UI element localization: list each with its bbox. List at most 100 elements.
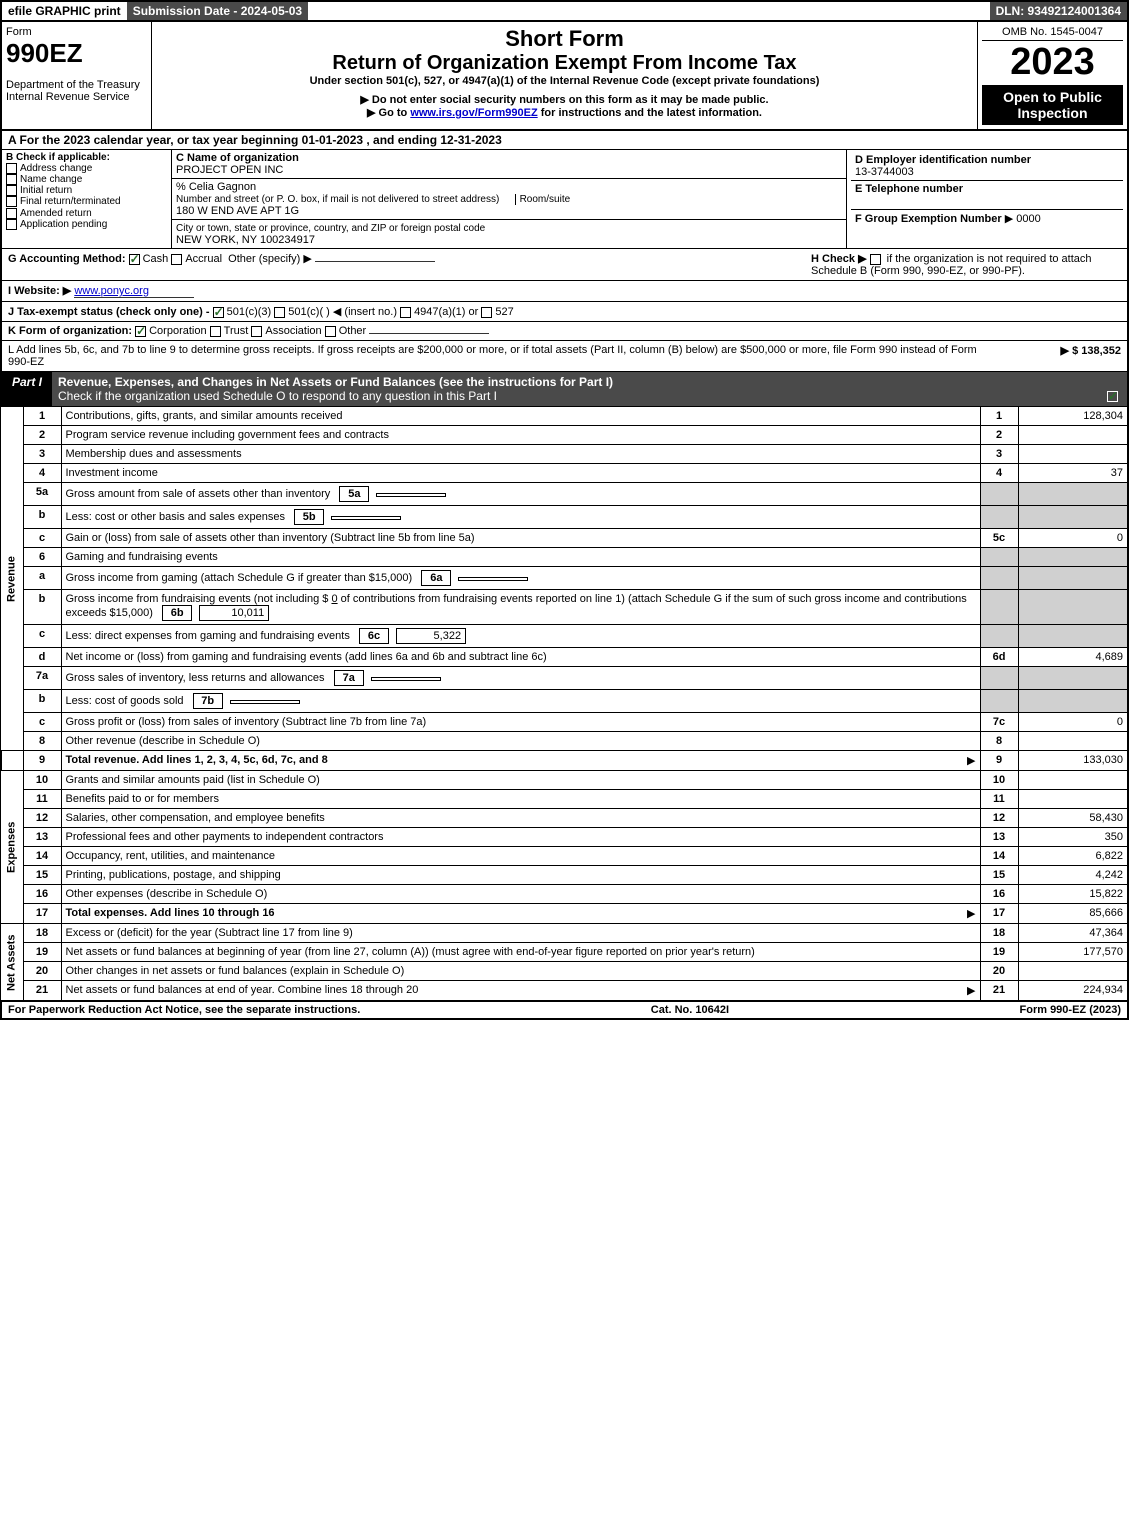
col-c: C Name of organization PROJECT OPEN INC … bbox=[172, 150, 847, 248]
row6a-il: 6a bbox=[421, 570, 451, 586]
col-b: B Check if applicable: Address change Na… bbox=[2, 150, 172, 248]
chk-assoc[interactable] bbox=[251, 326, 262, 337]
chk-schedule-o[interactable] bbox=[1107, 391, 1118, 402]
irs-link[interactable]: www.irs.gov/Form990EZ bbox=[410, 107, 537, 119]
year-col: OMB No. 1545-0047 2023 Open to Public In… bbox=[977, 22, 1127, 129]
other-method-input[interactable] bbox=[315, 261, 435, 262]
chk-accrual[interactable] bbox=[171, 254, 182, 265]
efile-label[interactable]: efile GRAPHIC print bbox=[2, 2, 127, 20]
ein-val: 13-3744003 bbox=[855, 166, 914, 178]
chk-application-pending[interactable] bbox=[6, 219, 17, 230]
chk-final-return[interactable] bbox=[6, 196, 17, 207]
b-label: B Check if applicable: bbox=[6, 152, 110, 163]
row14-num: 14 bbox=[23, 847, 61, 866]
row16-num: 16 bbox=[23, 885, 61, 904]
revenue-spacer bbox=[1, 751, 23, 771]
row4-text: Investment income bbox=[61, 464, 980, 483]
row7a-ln-shade bbox=[980, 667, 1018, 690]
chk-501c[interactable] bbox=[274, 307, 285, 318]
row13-amt: 350 bbox=[1018, 828, 1128, 847]
row12-num: 12 bbox=[23, 809, 61, 828]
opt-assoc: Association bbox=[265, 325, 321, 337]
l-text: L Add lines 5b, 6c, and 7b to line 9 to … bbox=[8, 344, 991, 368]
website-link[interactable]: www.ponyc.org bbox=[74, 285, 194, 298]
i-label: I Website: ▶ bbox=[8, 285, 71, 297]
part1-title: Revenue, Expenses, and Changes in Net As… bbox=[52, 372, 1127, 406]
row5a-il: 5a bbox=[339, 486, 369, 502]
row6d-amt: 4,689 bbox=[1018, 648, 1128, 667]
chk-amended-return[interactable] bbox=[6, 208, 17, 219]
org-name: PROJECT OPEN INC bbox=[176, 164, 283, 176]
row5b-num: b bbox=[23, 506, 61, 529]
footer-mid: Cat. No. 10642I bbox=[651, 1004, 729, 1016]
row5a-num: 5a bbox=[23, 483, 61, 506]
c-label: C Name of organization bbox=[176, 152, 299, 164]
line-l: L Add lines 5b, 6c, and 7b to line 9 to … bbox=[0, 341, 1129, 372]
other-org-input[interactable] bbox=[369, 333, 489, 334]
row18-amt: 47,364 bbox=[1018, 924, 1128, 943]
opt-other-org: Other bbox=[339, 325, 367, 337]
row14-ln: 14 bbox=[980, 847, 1018, 866]
row13-ln: 13 bbox=[980, 828, 1018, 847]
row10-amt bbox=[1018, 771, 1128, 790]
chk-527[interactable] bbox=[481, 307, 492, 318]
row19-ln: 19 bbox=[980, 943, 1018, 962]
chk-4947[interactable] bbox=[400, 307, 411, 318]
part1-sub: Check if the organization used Schedule … bbox=[58, 389, 497, 403]
row6c-amt-shade bbox=[1018, 625, 1128, 648]
chk-trust[interactable] bbox=[210, 326, 221, 337]
page-footer: For Paperwork Reduction Act Notice, see … bbox=[0, 1001, 1129, 1020]
row17-amt: 85,666 bbox=[1018, 904, 1128, 924]
care-of: % Celia Gagnon bbox=[176, 181, 256, 193]
row16-amt: 15,822 bbox=[1018, 885, 1128, 904]
f-label: F Group Exemption Number bbox=[855, 213, 1002, 225]
row6-amt-shade bbox=[1018, 548, 1128, 567]
row4-ln: 4 bbox=[980, 464, 1018, 483]
h-label: H Check ▶ bbox=[811, 253, 867, 265]
opt-final-return: Final return/terminated bbox=[20, 197, 121, 208]
row17-text: Total expenses. Add lines 10 through 16 … bbox=[61, 904, 980, 924]
footer-left: For Paperwork Reduction Act Notice, see … bbox=[8, 1004, 360, 1016]
street-label: Number and street (or P. O. box, if mail… bbox=[176, 194, 499, 205]
chk-initial-return[interactable] bbox=[6, 185, 17, 196]
row21-num: 21 bbox=[23, 981, 61, 1001]
chk-h[interactable] bbox=[870, 254, 881, 265]
d-label: D Employer identification number bbox=[855, 154, 1031, 166]
row5b-amt-shade bbox=[1018, 506, 1128, 529]
lines-table: Revenue 1 Contributions, gifts, grants, … bbox=[0, 406, 1129, 1001]
row5a-amt-shade bbox=[1018, 483, 1128, 506]
row14-amt: 6,822 bbox=[1018, 847, 1128, 866]
row4-amt: 37 bbox=[1018, 464, 1128, 483]
row11-num: 11 bbox=[23, 790, 61, 809]
row18-text: Excess or (deficit) for the year (Subtra… bbox=[61, 924, 980, 943]
row8-num: 8 bbox=[23, 732, 61, 751]
chk-address-change[interactable] bbox=[6, 163, 17, 174]
row4-num: 4 bbox=[23, 464, 61, 483]
row5a-ia bbox=[376, 493, 446, 497]
row7c-num: c bbox=[23, 713, 61, 732]
row6c-text: Less: direct expenses from gaming and fu… bbox=[61, 625, 980, 648]
chk-other-org[interactable] bbox=[325, 326, 336, 337]
row18-num: 18 bbox=[23, 924, 61, 943]
j-label: J Tax-exempt status (check only one) - bbox=[8, 306, 210, 318]
opt-4947: 4947(a)(1) or bbox=[414, 306, 478, 318]
row6c-il: 6c bbox=[359, 628, 389, 644]
row18-ln: 18 bbox=[980, 924, 1018, 943]
opt-corp: Corporation bbox=[149, 325, 206, 337]
chk-501c3[interactable] bbox=[213, 307, 224, 318]
row10-text: Grants and similar amounts paid (list in… bbox=[61, 771, 980, 790]
opt-501c: 501(c)( ) ◀ (insert no.) bbox=[288, 306, 397, 318]
row21-text: Net assets or fund balances at end of ye… bbox=[61, 981, 980, 1001]
opt-501c3: 501(c)(3) bbox=[227, 306, 272, 318]
chk-cash[interactable] bbox=[129, 254, 140, 265]
city-label: City or town, state or province, country… bbox=[176, 223, 485, 234]
chk-name-change[interactable] bbox=[6, 174, 17, 185]
row13-text: Professional fees and other payments to … bbox=[61, 828, 980, 847]
row19-text: Net assets or fund balances at beginning… bbox=[61, 943, 980, 962]
row5b-il: 5b bbox=[294, 509, 324, 525]
form-word: Form bbox=[6, 26, 147, 38]
row6a-num: a bbox=[23, 567, 61, 590]
chk-corp[interactable] bbox=[135, 326, 146, 337]
row7b-num: b bbox=[23, 690, 61, 713]
opt-amended-return: Amended return bbox=[20, 208, 92, 219]
